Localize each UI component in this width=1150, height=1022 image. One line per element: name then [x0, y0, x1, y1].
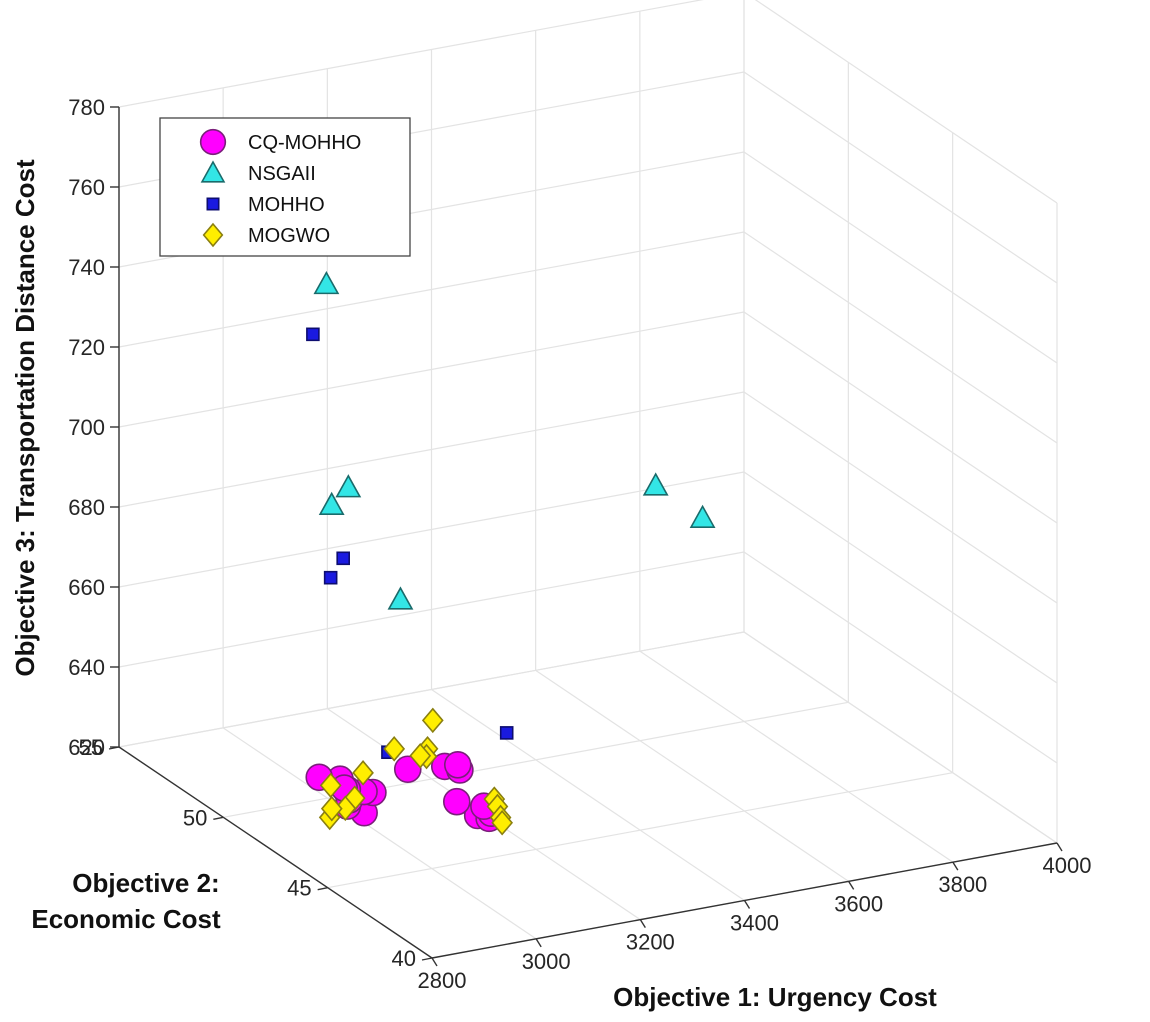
- data-point: [352, 760, 374, 786]
- z-axis-label: Objective 3: Transportation Distance Cos…: [10, 159, 40, 677]
- z-tick-label: 780: [68, 95, 105, 120]
- backwall-gridline-z: [118, 551, 745, 668]
- series-nsgaii: [313, 270, 716, 610]
- y-axis-label-line1: Objective 2:: [72, 868, 219, 898]
- z-tick-label: 680: [68, 495, 105, 520]
- legend-marker: [202, 222, 224, 248]
- z-tick-label: 700: [68, 415, 105, 440]
- z-tick-label: 620: [68, 735, 105, 760]
- data-point: [383, 736, 406, 762]
- legend-label: CQ-MOHHO: [248, 132, 361, 154]
- x-tick-mark: [431, 957, 438, 967]
- backwall-gridline-z: [118, 471, 745, 588]
- y-tick-label: 45: [287, 876, 311, 901]
- y-tick-mark: [213, 816, 224, 821]
- data-points: [305, 270, 716, 836]
- sidewall-gridline-z: [743, 551, 1058, 764]
- x-tick-label: 3600: [834, 891, 883, 916]
- data-point: [387, 586, 414, 610]
- backwall-gridline-z: [118, 391, 745, 508]
- data-point: [442, 787, 471, 816]
- data-point: [409, 743, 432, 769]
- y-tick-label: 40: [392, 946, 416, 971]
- series-mogwo: [318, 707, 514, 836]
- data-point: [499, 726, 514, 740]
- legend-marker: [200, 160, 226, 183]
- floor-gridline-x: [535, 669, 850, 882]
- backwall-gridline-z: [118, 231, 745, 348]
- x-tick-label: 3000: [522, 949, 571, 974]
- z-tick-label: 720: [68, 335, 105, 360]
- x-tick-mark: [743, 900, 751, 909]
- sidewall-gridline-z: [743, 71, 1058, 284]
- x-tick-mark: [639, 919, 646, 929]
- data-point: [313, 270, 340, 295]
- z-tick-label: 740: [68, 255, 105, 280]
- data-point: [336, 551, 350, 566]
- data-point: [421, 707, 444, 734]
- y-tick-label: 55: [79, 735, 103, 760]
- x-tick-mark: [1056, 842, 1063, 852]
- x-tick-label: 3800: [938, 872, 987, 897]
- legend-marker: [199, 128, 227, 156]
- x-tick-label: 2800: [418, 968, 467, 993]
- legend-label: MOHHO: [248, 194, 325, 216]
- y-axis-line: [118, 746, 433, 959]
- legend-marker: [206, 197, 220, 211]
- legend-label: NSGAII: [248, 163, 316, 185]
- z-tick-label: 760: [68, 175, 105, 200]
- data-point: [306, 327, 320, 342]
- y-tick-mark: [421, 957, 433, 961]
- data-point: [319, 772, 342, 799]
- y-tick-label: 50: [183, 805, 207, 830]
- floor-gridline-y: [223, 701, 849, 818]
- sidewall-gridline-z: [743, 151, 1058, 364]
- x-tick-label: 4000: [1043, 853, 1092, 878]
- sidewall-gridline-z: [743, 391, 1058, 604]
- data-point: [689, 504, 716, 528]
- x-tick-mark: [848, 880, 855, 890]
- legend-label: MOGWO: [248, 225, 330, 247]
- data-point: [642, 472, 669, 496]
- data-point: [318, 491, 345, 516]
- legend: CQ-MOHHO NSGAII MOHHO MOGWO: [159, 117, 411, 257]
- floor-gridline-x: [431, 689, 745, 901]
- data-point: [393, 755, 422, 784]
- data-point: [335, 474, 362, 498]
- axes: [108, 106, 1063, 967]
- x-tick-label: 3400: [730, 911, 779, 936]
- data-point: [323, 570, 338, 585]
- backwall-gridline-z: [118, 631, 745, 748]
- y-tick-mark: [317, 886, 328, 891]
- sidewall-gridline-z: [743, 311, 1058, 524]
- x-tick-mark: [535, 938, 542, 948]
- floor-gridline-x: [222, 727, 537, 940]
- floor-gridline-x: [639, 650, 954, 863]
- x-tick-label: 3200: [626, 930, 675, 955]
- backwall-gridline-z: [118, 0, 704, 108]
- sidewall-gridline-z: [743, 631, 1058, 844]
- sidewall-gridline-z: [743, 231, 1058, 444]
- backwall-gridline-z: [118, 311, 745, 428]
- y-axis-label-line2: Economic Cost: [31, 904, 221, 934]
- data-point: [320, 795, 343, 822]
- data-point: [443, 751, 472, 779]
- floor-gridline-y: [327, 772, 953, 889]
- legend-entries: CQ-MOHHO NSGAII MOHHO MOGWO: [199, 128, 361, 248]
- sidewall-gridline-z: [743, 471, 1058, 684]
- sidewall-gridline-z: [754, 0, 1058, 204]
- z-tick-label: 660: [68, 575, 105, 600]
- z-tick-label: 640: [68, 655, 105, 680]
- x-axis-label: Objective 1: Urgency Cost: [613, 982, 937, 1012]
- data-point: [491, 809, 514, 836]
- x-tick-mark: [952, 861, 959, 871]
